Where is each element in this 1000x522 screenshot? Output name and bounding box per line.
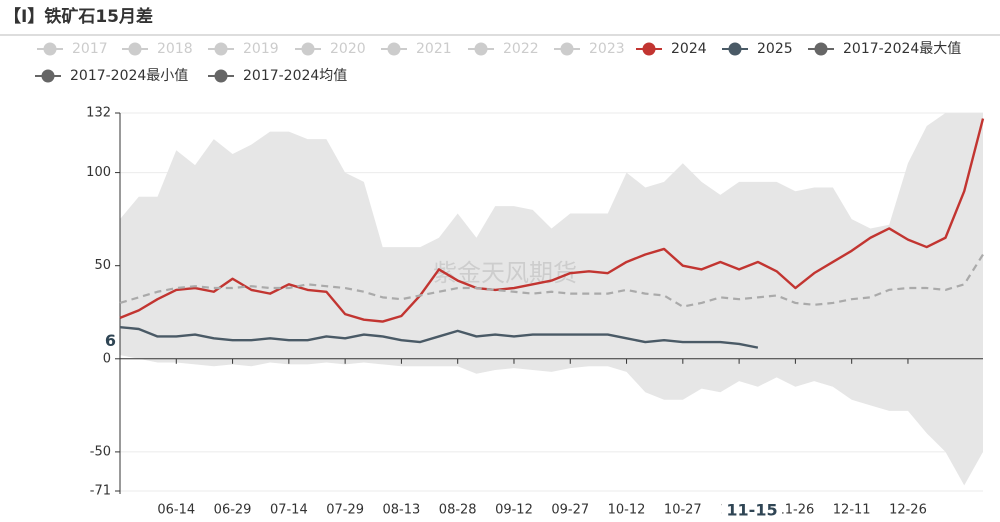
legend-label: 2020 [330,41,366,57]
y-tick-label: -50 [90,444,111,459]
x-tick-label: 10-12 [608,503,646,518]
legend-label: 2022 [503,41,539,57]
x-tick-label: 11-26 [777,503,815,518]
x-tick-label: 09-27 [551,503,589,518]
legend-label: 2017-2024最大值 [843,41,961,57]
legend-icon [728,42,742,56]
legend-label: 2017-2024均值 [243,68,347,84]
x-tick-label: 08-28 [439,503,477,518]
x-tick-label: 07-29 [326,503,364,518]
y-tick-label: 100 [86,165,111,180]
legend-label: 2019 [243,41,279,57]
x-pointer-label: 11-15 [726,501,777,520]
legend-icon [214,69,228,83]
legend-label: 2018 [157,41,193,57]
x-pointer-box [722,498,782,522]
legend-item: 2017-2024最大值 [808,41,961,57]
legend-icon [41,69,55,83]
series-line [119,253,984,308]
legend-icon [642,42,656,56]
y-tick-label: 132 [86,106,111,121]
x-tick-label: 09-12 [495,503,533,518]
series-line [119,325,759,349]
legend-item: 2017-2024最小值 [35,68,188,84]
legend-item: 2020 [295,41,366,57]
legend-item: 2022 [468,41,539,57]
x-tick-label: 12-26 [889,503,927,518]
legend-label: 2023 [589,41,625,57]
legend-label: 2025 [757,41,793,57]
x-tick-label: 08-13 [383,503,421,518]
y-pointer-label: 6 [105,331,116,350]
x-tick-label: 10-27 [664,503,702,518]
legend-icon [43,42,57,56]
legend-label: 2024 [671,41,707,57]
legend-icon [214,42,228,56]
legend-icon [128,42,142,56]
legend-item: 2024 [636,41,707,57]
legend-item: 2018 [122,41,193,57]
legend-item: 2019 [208,41,279,57]
x-tick-label: 06-14 [157,503,195,518]
legend-item: 2017-2024均值 [208,68,347,84]
legend-icon [560,42,574,56]
legend-icon [301,42,315,56]
legend-icon [814,42,828,56]
range-band [120,113,983,486]
y-tick-label: -71 [90,484,111,499]
y-tick-label: 0 [103,351,111,366]
x-tick-label: 12-11 [833,503,871,518]
series-line [119,118,985,323]
legend-item: 2025 [722,41,793,57]
legend-icon [387,42,401,56]
y-tick-label: 50 [94,258,111,273]
watermark: 紫金天风期货 [433,259,577,287]
legend-label: 2021 [416,41,452,57]
legend-item: 2023 [554,41,625,57]
legend-icon [474,42,488,56]
x-tick-label: 07-14 [270,503,308,518]
chart-title: 【I】铁矿石15月差 [4,6,153,27]
x-tick-label: 06-29 [214,503,252,518]
legend-item: 2017 [37,41,108,57]
legend-label: 2017 [72,41,108,57]
legend-item: 2021 [381,41,452,57]
legend-label: 2017-2024最小值 [70,68,188,84]
